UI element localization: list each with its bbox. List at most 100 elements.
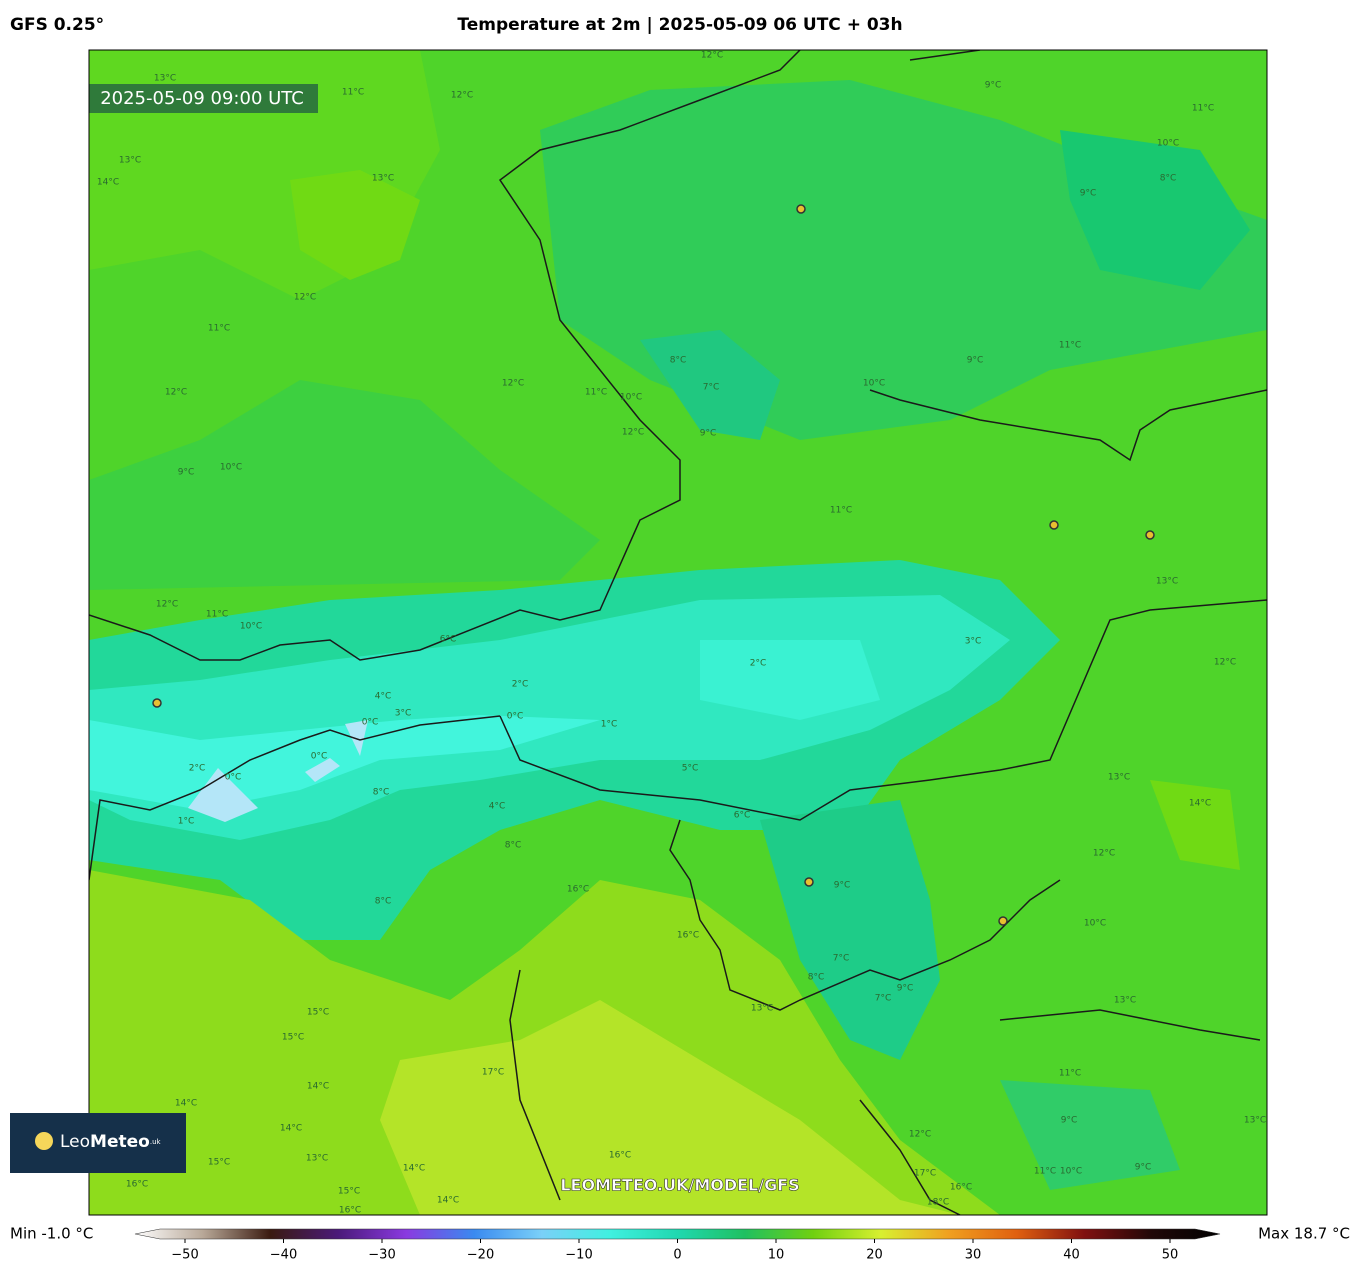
contour-label: 3°C — [965, 637, 982, 647]
colorbar-tick-label: −10 — [565, 1248, 592, 1263]
contour-label: 12°C — [502, 379, 524, 389]
colorbar-ticks: −50 −40 −30 −20 −10 0 10 20 30 40 50 — [171, 1239, 1178, 1263]
contour-label: 9°C — [1080, 189, 1097, 199]
contour-label: 13°C — [751, 1004, 773, 1014]
time-box — [89, 84, 318, 113]
contour-label: 14°C — [307, 1082, 329, 1092]
contour-label: 11°C — [1059, 1069, 1081, 1079]
contour-label: 4°C — [489, 802, 506, 812]
contour-label: 4°C — [375, 692, 392, 702]
contour-label: 16°C — [126, 1180, 148, 1190]
logo-text: LeoMeteo.uk — [60, 1132, 162, 1152]
contour-label: 16°C — [609, 1151, 631, 1161]
contour-label: 12°C — [451, 91, 473, 101]
contour-labels: 13°C 11°C 12°C 12°C 9°C 11°C 10°C 8°C 9°C 13°C 14°… — [97, 51, 1266, 1216]
contour-label: 0°C — [225, 773, 242, 783]
contour-label: 15°C — [282, 1033, 304, 1043]
contour-label: 7°C — [833, 954, 850, 964]
temp-zone — [290, 170, 420, 280]
contour-label: 13°C — [1114, 996, 1136, 1006]
contour-label: 6°C — [440, 635, 457, 645]
contour-label: 10°C — [240, 622, 262, 632]
contour-label: 0°C — [311, 752, 328, 762]
colorbar-tick-label: 30 — [965, 1248, 982, 1263]
contour-label: 2°C — [189, 764, 206, 774]
logo-sun — [35, 1132, 53, 1150]
contour-label: 10°C — [620, 393, 642, 403]
contour-label: 13°C — [1108, 773, 1130, 783]
contour-label: 12°C — [1214, 658, 1236, 668]
map-frame — [88, 49, 1268, 1216]
contour-label: 16°C — [677, 931, 699, 941]
contour-label: 16°C — [567, 885, 589, 895]
temp-zone — [380, 1000, 960, 1215]
contour-label: 13°C — [1244, 1116, 1266, 1126]
contour-label: 11°C — [1192, 104, 1214, 114]
contour-label: 9°C — [700, 429, 717, 439]
valid-time: 2025-05-09 09:00 UTC — [100, 88, 304, 109]
city-markers — [152, 204, 1155, 926]
contour-label: 5°C — [682, 764, 699, 774]
contour-label: 17°C — [914, 1169, 936, 1179]
contour-label: 11°C — [208, 324, 230, 334]
contour-label: 0°C — [507, 712, 524, 722]
contour-label: 11°C — [1034, 1167, 1056, 1177]
contour-label: 8°C — [505, 841, 522, 851]
contour-label: 13°C — [119, 156, 141, 166]
temp-zone — [345, 720, 368, 756]
contour-label: 11°C — [585, 388, 607, 398]
contour-label: 13°C — [306, 1154, 328, 1164]
colorbar-tick-label: 40 — [1063, 1248, 1080, 1263]
colorbar-tick-label: −40 — [270, 1248, 297, 1263]
contour-label: 12°C — [622, 428, 644, 438]
contour-label: 0°C — [362, 718, 379, 728]
colorbar-tick-label: 20 — [866, 1248, 883, 1263]
colorbar-tick-label: −30 — [368, 1248, 395, 1263]
contour-label: 10°C — [1060, 1167, 1082, 1177]
contour-label: 12°C — [165, 388, 187, 398]
contour-label: 8°C — [373, 788, 390, 798]
temp-zone — [1060, 130, 1250, 290]
contour-label: 15°C — [338, 1187, 360, 1197]
contour-label: 9°C — [985, 81, 1002, 91]
contour-label: 2°C — [512, 680, 529, 690]
colorbar-tick-label: −20 — [467, 1248, 494, 1263]
model-name: GFS 0.25° — [10, 15, 104, 35]
temp-zone — [305, 758, 340, 782]
contour-label: 18°C — [927, 1198, 949, 1208]
contour-label: 14°C — [437, 1196, 459, 1206]
contour-label: 14°C — [1189, 799, 1211, 809]
contour-label: 13°C — [154, 74, 176, 84]
contour-label: 12°C — [294, 293, 316, 303]
contour-label: 9°C — [967, 356, 984, 366]
contour-label: 11°C — [342, 88, 364, 98]
contour-label: 8°C — [1160, 174, 1177, 184]
contour-label: 14°C — [280, 1124, 302, 1134]
contour-label: 12°C — [909, 1130, 931, 1140]
contour-label: 11°C — [1059, 341, 1081, 351]
colorbar-tick-label: 0 — [673, 1248, 681, 1263]
contour-label: 9°C — [834, 881, 851, 891]
contour-label: 10°C — [1084, 919, 1106, 929]
map-title: Temperature at 2m | 2025-05-09 06 UTC + … — [457, 15, 902, 35]
colorbar-tick-label: −50 — [171, 1248, 198, 1263]
contour-label: 14°C — [403, 1164, 425, 1174]
contour-label: 16°C — [950, 1183, 972, 1193]
contour-label: 7°C — [875, 994, 892, 1004]
contour-label: 10°C — [220, 463, 242, 473]
contour-label: 8°C — [808, 973, 825, 983]
contour-label: 3°C — [395, 709, 412, 719]
contour-label: 10°C — [863, 379, 885, 389]
logo-suffix: .uk — [150, 1138, 162, 1146]
temp-zone — [188, 768, 258, 822]
colorbar-tick-label: 50 — [1162, 1248, 1179, 1263]
max-label: Max 18.7 °C — [1258, 1225, 1350, 1243]
contour-label: 13°C — [1156, 577, 1178, 587]
contour-label: 10°C — [1157, 139, 1179, 149]
contour-label: 12°C — [1093, 849, 1115, 859]
logo-bold: Meteo — [90, 1132, 150, 1152]
contour-label: 8°C — [375, 897, 392, 907]
contour-label: 17°C — [482, 1068, 504, 1078]
contour-label: 6°C — [734, 811, 751, 821]
